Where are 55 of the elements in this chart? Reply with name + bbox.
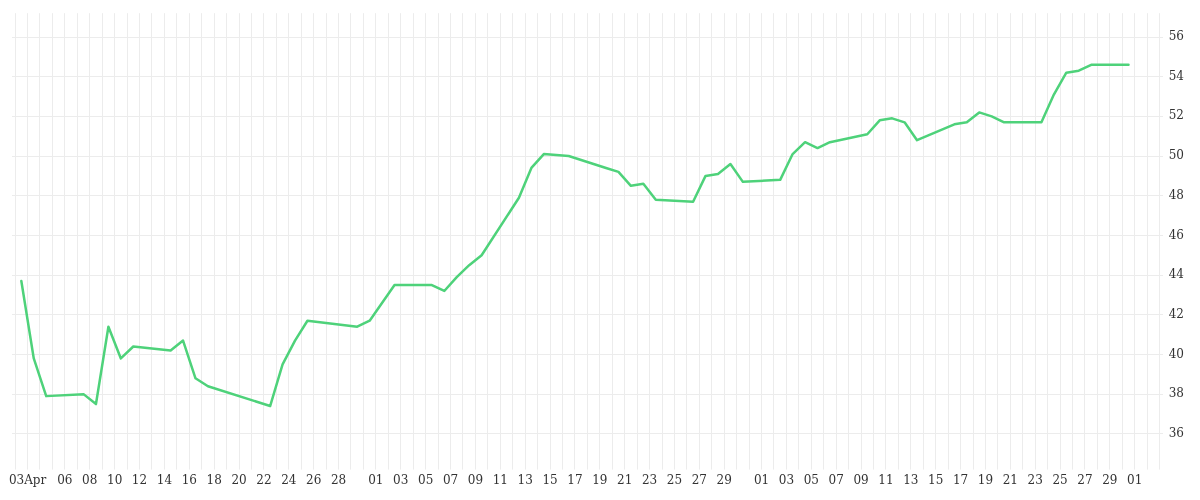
x-tick-label: 09	[467, 472, 484, 487]
y-tick-label: 44	[1168, 267, 1185, 282]
y-tick-label: 38	[1168, 386, 1185, 401]
y-tick-label: 54	[1168, 68, 1185, 83]
x-tick-label: 11	[878, 472, 894, 487]
x-tick-label: 21	[1002, 472, 1018, 487]
x-tick-label: 10	[106, 472, 123, 487]
x-tick-label: 01	[753, 472, 770, 487]
x-tick-label: 25	[666, 472, 683, 487]
x-tick-label: 06	[57, 472, 73, 487]
x-tick-label: 22	[256, 472, 272, 487]
x-tick-label: 27	[1077, 472, 1093, 487]
x-tick-label: 19	[977, 472, 994, 487]
y-tick-label: 40	[1168, 346, 1185, 361]
x-tick-label: 13	[903, 472, 919, 487]
x-tick-label: 17	[567, 472, 583, 487]
x-tick-label: 23	[1027, 472, 1043, 487]
x-tick-label: 20	[231, 472, 247, 487]
y-tick-label: 46	[1168, 227, 1185, 242]
x-tick-label: 03	[778, 472, 795, 487]
x-tick-label: 25	[1052, 472, 1068, 487]
y-tick-label: 56	[1168, 29, 1185, 44]
x-tick-label: 11	[492, 472, 508, 487]
x-tick-label: 16	[181, 472, 197, 487]
y-tick-label: 36	[1168, 425, 1185, 440]
x-tick-label: 09	[853, 472, 869, 487]
x-tick-label: 21	[617, 472, 633, 487]
x-tick-label: 01	[1127, 472, 1143, 487]
x-tick-label: 29	[1102, 472, 1118, 487]
y-tick-label: 42	[1168, 306, 1185, 321]
x-tick-label: 28	[330, 472, 347, 487]
x-tick-label: 05	[418, 472, 434, 487]
x-tick-label: 07	[442, 472, 459, 487]
x-tick-label: 07	[828, 472, 844, 487]
x-tick-label: 17	[952, 472, 969, 487]
x-tick-label: 26	[306, 472, 322, 487]
y-tick-label: 52	[1168, 108, 1185, 123]
x-tick-label: 14	[156, 472, 173, 487]
x-tick-label: 12	[131, 472, 148, 487]
y-tick-label: 48	[1168, 187, 1185, 202]
x-tick-label: 05	[803, 472, 819, 487]
x-tick-label: 01	[368, 472, 384, 487]
x-tick-label: 13	[517, 472, 533, 487]
x-tick-label: 24	[281, 472, 297, 487]
x-tick-label: 18	[206, 472, 222, 487]
x-tick-label: 29	[716, 472, 732, 487]
x-tick-label: 08	[82, 472, 98, 487]
x-tick-label: 15	[542, 472, 558, 487]
x-tick-label: 19	[592, 472, 608, 487]
x-tick-label: 03Apr	[8, 472, 47, 487]
y-tick-label: 50	[1168, 148, 1185, 163]
x-tick-label: 03	[393, 472, 409, 487]
x-tick-label: 15	[928, 472, 944, 487]
x-tick-label: 27	[691, 472, 707, 487]
x-tick-label: 23	[641, 472, 658, 487]
